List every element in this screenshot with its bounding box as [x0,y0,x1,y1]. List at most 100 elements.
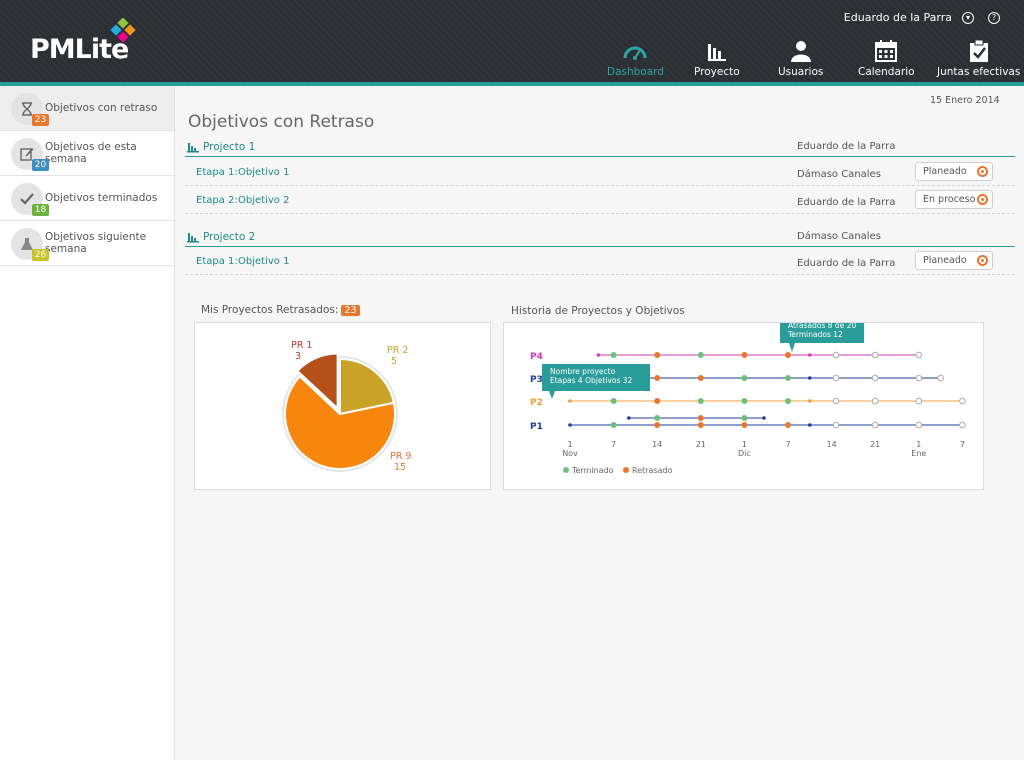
user-menu[interactable]: Eduardo de la Parra ▾ ? [844,11,1000,24]
count-badge: 23 [341,305,360,316]
point-retrasado [654,398,661,404]
status-target-icon [977,194,988,205]
bar-chart-icon [187,142,199,152]
legend-label: Terminado [571,466,614,475]
point-pending [832,374,840,382]
point-pending [871,397,879,405]
point-pending [959,421,966,429]
status-dropdown[interactable]: En proceso [915,190,993,209]
point-retrasado [697,375,704,381]
flask-icon [11,228,43,260]
header-accent-bar [0,82,1024,86]
page-title: Objetivos con Retraso [188,112,375,132]
user-name[interactable]: Eduardo de la Parra [843,11,952,24]
pie-slice-value: 3 [295,351,301,362]
month-label: Dic [738,449,751,458]
status-target-icon [977,255,988,266]
point-retrasado [654,422,661,428]
tooltip-tail [549,391,555,399]
pie-slice [296,352,339,411]
pie-slice [284,375,396,470]
milestone-dot [568,399,572,403]
top-bar: PMLite Eduardo de la Parra ▾ ? Dashboard… [0,0,1024,82]
x-tick-label: 1 [567,440,572,449]
milestone-dot [808,399,812,403]
project-header: Projecto 1 Eduardo de la Parra [185,140,1015,157]
objective-link[interactable]: Objetivo 1 [238,256,290,267]
sidebar-item-objetivos-terminados[interactable]: Objetivos terminados 18 [0,176,174,221]
app-logo[interactable]: PMLite [30,34,129,65]
sidebar-item-label: Objetivos de esta semana [45,141,137,165]
nav-label: Usuarios [778,66,824,78]
sidebar-item-label: Objetivos siguiente semana [45,231,147,255]
history-chart: P4 P3 P2 P1 1 7 14 21 1 7 14 21 1 7 Nov Dic Ene Terminado… [530,318,966,475]
objective-owner: Eduardo de la Parra [797,258,896,269]
milestone-dot [808,376,812,380]
nav-usuarios[interactable]: Usuarios [778,40,823,78]
x-tick-label: 1 [742,440,747,449]
tooltip-text: Etapas 4 Objetivos 32 [550,376,633,385]
current-date: 15 Enero 2014 [930,95,1000,106]
month-label: Nov [562,449,578,458]
objective-owner: Dámaso Canales [797,169,881,180]
project-link[interactable]: Projecto 1 [187,141,255,153]
pie-slice [339,357,396,416]
tooltip-box [780,318,864,343]
status-dropdown[interactable]: Planeado [915,162,993,181]
sidebar-item-objetivos-de-esta-semana[interactable]: Objetivos de esta semana 20 [0,131,174,176]
point-terminado [697,398,704,404]
nav-juntas-efectivas[interactable]: Juntas efectivas [937,40,1020,78]
pie-panel-title: Mis Proyectos Retrasados: 23 [201,304,360,316]
pie-slice-label: PR 1 [291,340,312,351]
nav-label: Dashboard [607,66,664,78]
pie-slice-value: 15 [394,462,406,473]
bar-chart-icon [707,44,726,61]
point-retrasado [697,415,704,421]
objective-link[interactable]: Objetivo 2 [238,195,290,206]
objective-owner: Eduardo de la Parra [797,197,896,208]
project-name: Projecto 1 [203,141,256,153]
tooltip-text: Atrasados 8 de 20 [788,323,856,330]
pie-slice-label: PR 9 [390,451,411,462]
x-tick-label: 7 [785,440,790,449]
x-tick-label: 1 [916,440,921,449]
pie-chart: PR 25 PR 915 PR 13 [282,340,411,473]
stage-label: Etapa 1: [196,256,238,267]
pie-slice-label: PR 2 [387,345,408,356]
point-terminado [697,352,704,358]
nav-proyecto[interactable]: Proyecto [694,40,740,78]
nav-label: Proyecto [694,66,740,78]
user-icon [790,41,811,62]
tooltip-text: Nombre proyecto [550,367,616,376]
point-retrasado [654,375,661,381]
sidebar-item-objetivos-siguiente-semana[interactable]: Objetivos siguiente semana 26 [0,221,174,266]
objective-link[interactable]: Objetivo 1 [238,167,290,178]
point-retrasado [741,352,748,358]
bar-chart-icon [187,232,199,242]
objective-row: Etapa 1: Objetivo 1 Dámaso Canales Plane… [185,158,1015,186]
sidebar: Objetivos con retraso 23 Objetivos de es… [0,86,175,760]
clipboard-check-icon [969,40,988,62]
help-icon[interactable]: ? [988,11,1000,24]
point-retrasado [785,352,791,358]
sidebar-item-objetivos-con-retraso[interactable]: Objetivos con retraso 23 [0,86,174,131]
point-retrasado [697,422,704,428]
pie-slice-value: 5 [391,356,397,367]
objective-row: Etapa 2: Objetivo 2 Eduardo de la Parra … [185,186,1015,214]
project-link[interactable]: Projecto 2 [187,231,255,243]
point-pending [915,397,923,405]
milestone-dot [568,423,572,427]
point-terminado [610,352,617,358]
series-label: P1 [530,422,543,432]
x-tick-label: 7 [611,440,616,449]
stage-label: Etapa 2: [196,195,238,206]
nav-calendario[interactable]: Calendario [858,40,915,78]
count-badge: 20 [32,159,49,171]
calendar-icon [875,40,898,62]
nav-dashboard[interactable]: Dashboard [607,40,664,78]
user-dropdown-icon[interactable]: ▾ [962,11,974,24]
legend-swatch [623,467,629,473]
point-retrasado [654,352,661,358]
status-dropdown[interactable]: Planeado [915,251,993,270]
